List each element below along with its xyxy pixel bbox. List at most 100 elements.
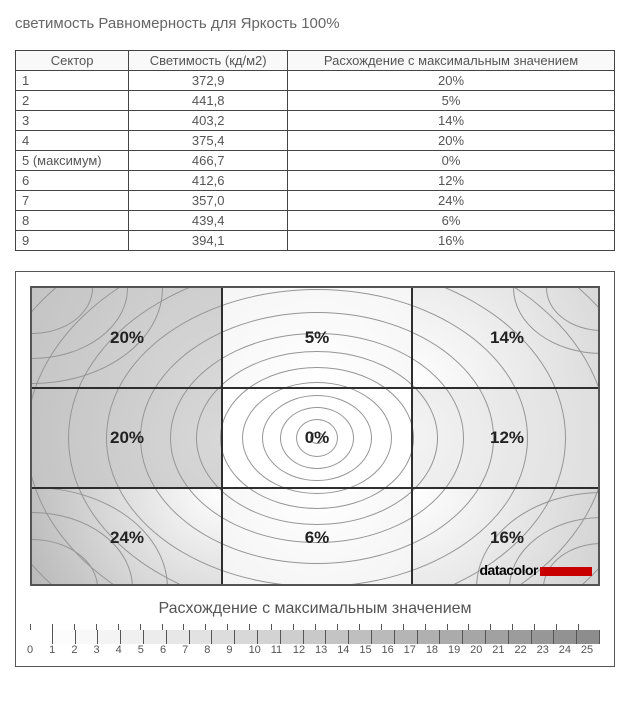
- legend-tick-label: 11: [271, 644, 293, 656]
- legend-swatch: [418, 630, 441, 644]
- cell-diff: 14%: [288, 111, 615, 131]
- cell-luminance: 394,1: [129, 231, 288, 251]
- legend-tick-label: 14: [337, 644, 359, 656]
- legend-swatch: [53, 630, 76, 644]
- legend-tick-label: 25: [581, 644, 603, 656]
- table-row: 1372,920%: [16, 71, 615, 91]
- page-title: светимость Равномерность для Яркость 100…: [15, 15, 629, 32]
- legend-swatch: [509, 630, 532, 644]
- table-row: 4375,420%: [16, 131, 615, 151]
- legend-swatch: [98, 630, 121, 644]
- legend-swatch: [144, 630, 167, 644]
- legend-tick-label: 7: [182, 644, 204, 656]
- legend-tick-label: 17: [404, 644, 426, 656]
- legend-tick-label: 20: [470, 644, 492, 656]
- zone-label: 20%: [110, 428, 144, 448]
- legend-swatch: [486, 630, 509, 644]
- legend-swatch: [76, 630, 99, 644]
- legend-swatch: [532, 630, 555, 644]
- legend-swatch: [554, 630, 577, 644]
- legend-tick-label: 19: [448, 644, 470, 656]
- legend-swatch: [372, 630, 395, 644]
- cell-luminance: 466,7: [129, 151, 288, 171]
- grid-line: [32, 487, 598, 489]
- legend-tick-label: 5: [138, 644, 160, 656]
- legend-tick-label: 4: [116, 644, 138, 656]
- legend-tick-label: 13: [315, 644, 337, 656]
- legend-tick-label: 12: [293, 644, 315, 656]
- cell-diff: 12%: [288, 171, 615, 191]
- legend-swatch: [30, 630, 53, 644]
- legend-tick-label: 10: [249, 644, 271, 656]
- legend-tick-label: 22: [514, 644, 536, 656]
- legend-title: Расхождение с максимальным значением: [30, 600, 600, 618]
- table-row: 8439,46%: [16, 211, 615, 231]
- zone-label: 6%: [305, 528, 330, 548]
- cell-diff: 24%: [288, 191, 615, 211]
- cell-sector: 2: [16, 91, 129, 111]
- legend-swatch: [577, 630, 600, 644]
- legend-tick-label: 15: [359, 644, 381, 656]
- zone-label: 24%: [110, 528, 144, 548]
- zone-label: 0%: [305, 428, 330, 448]
- cell-diff: 6%: [288, 211, 615, 231]
- zone-label: 14%: [490, 328, 524, 348]
- zone-label: 12%: [490, 428, 524, 448]
- grid-line: [411, 288, 413, 584]
- legend-tick-label: 9: [226, 644, 248, 656]
- legend-colorbar: [30, 630, 600, 644]
- cell-sector: 1: [16, 71, 129, 91]
- cell-luminance: 375,4: [129, 131, 288, 151]
- legend-tick-label: 24: [559, 644, 581, 656]
- cell-diff: 5%: [288, 91, 615, 111]
- legend-tick-label: 16: [382, 644, 404, 656]
- cell-sector: 3: [16, 111, 129, 131]
- cell-sector: 5 (максимум): [16, 151, 129, 171]
- legend-swatch: [190, 630, 213, 644]
- cell-luminance: 403,2: [129, 111, 288, 131]
- cell-luminance: 412,6: [129, 171, 288, 191]
- legend-swatch: [281, 630, 304, 644]
- datacolor-logo: datacolor: [479, 562, 592, 578]
- cell-sector: 8: [16, 211, 129, 231]
- legend-tick-label: 2: [71, 644, 93, 656]
- table-row: 7357,024%: [16, 191, 615, 211]
- legend-swatch: [440, 630, 463, 644]
- legend-swatch: [349, 630, 372, 644]
- legend-tick-label: 18: [426, 644, 448, 656]
- legend-tick-label: 3: [93, 644, 115, 656]
- col-diff: Расхождение с максимальным значением: [288, 51, 615, 71]
- legend-tick-label: 0: [27, 644, 49, 656]
- legend-swatch: [235, 630, 258, 644]
- legend-swatch: [167, 630, 190, 644]
- legend-swatch: [121, 630, 144, 644]
- cell-sector: 7: [16, 191, 129, 211]
- contour-plot: 20%5%14%20%0%12%24%6%16% datacolor: [30, 286, 600, 586]
- cell-luminance: 372,9: [129, 71, 288, 91]
- cell-diff: 0%: [288, 151, 615, 171]
- table-row: 2441,85%: [16, 91, 615, 111]
- table-row: 3403,214%: [16, 111, 615, 131]
- legend-tick-label: 8: [204, 644, 226, 656]
- legend-swatch: [326, 630, 349, 644]
- cell-diff: 16%: [288, 231, 615, 251]
- cell-diff: 20%: [288, 131, 615, 151]
- uniformity-chart-panel: 20%5%14%20%0%12%24%6%16% datacolor Расхо…: [15, 271, 615, 667]
- legend-tick-label: 23: [537, 644, 559, 656]
- col-sector: Сектор: [16, 51, 129, 71]
- zone-label: 20%: [110, 328, 144, 348]
- cell-sector: 6: [16, 171, 129, 191]
- cell-luminance: 439,4: [129, 211, 288, 231]
- table-row: 5 (максимум)466,70%: [16, 151, 615, 171]
- cell-sector: 4: [16, 131, 129, 151]
- cell-diff: 20%: [288, 71, 615, 91]
- legend-tick-label: 1: [49, 644, 71, 656]
- table-row: 6412,612%: [16, 171, 615, 191]
- grid-line: [32, 387, 598, 389]
- cell-luminance: 357,0: [129, 191, 288, 211]
- cell-luminance: 441,8: [129, 91, 288, 111]
- cell-sector: 9: [16, 231, 129, 251]
- table-row: 9394,116%: [16, 231, 615, 251]
- luminance-table: Сектор Светимость (кд/м2) Расхождение с …: [15, 50, 615, 251]
- legend-swatch: [304, 630, 327, 644]
